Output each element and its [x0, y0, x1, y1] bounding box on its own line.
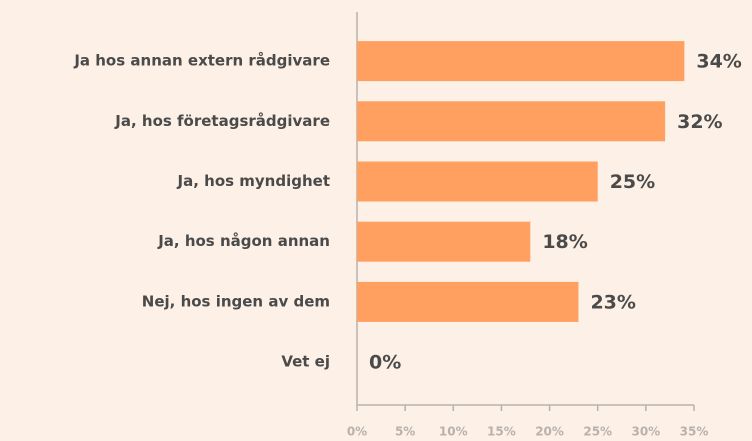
category-label: Ja hos annan extern rådgivare [73, 52, 330, 70]
x-tick-label: 0% [347, 425, 367, 439]
x-tick-label: 25% [583, 425, 612, 439]
value-label: 18% [542, 231, 587, 253]
category-label: Ja, hos någon annan [157, 232, 330, 250]
category-label: Vet ej [281, 353, 330, 371]
category-label: Nej, hos ingen av dem [142, 292, 330, 310]
x-tick-label: 30% [631, 425, 660, 439]
x-tick-label: 20% [535, 425, 564, 439]
value-label: 34% [696, 51, 741, 73]
category-label: Ja, hos myndighet [177, 172, 330, 190]
x-tick-label: 5% [395, 425, 415, 439]
bar [357, 41, 685, 82]
x-tick-label: 15% [487, 425, 516, 439]
bar [357, 221, 531, 262]
x-tick-label: 35% [680, 425, 709, 439]
bar [357, 101, 666, 142]
value-label: 23% [590, 291, 635, 313]
x-tick-label: 10% [439, 425, 468, 439]
bar [357, 161, 598, 202]
value-label: 32% [677, 111, 722, 133]
value-label: 0% [369, 352, 401, 374]
bar [357, 281, 579, 322]
value-label: 25% [610, 171, 655, 193]
category-label: Ja, hos företagsrådgivare [114, 112, 330, 130]
